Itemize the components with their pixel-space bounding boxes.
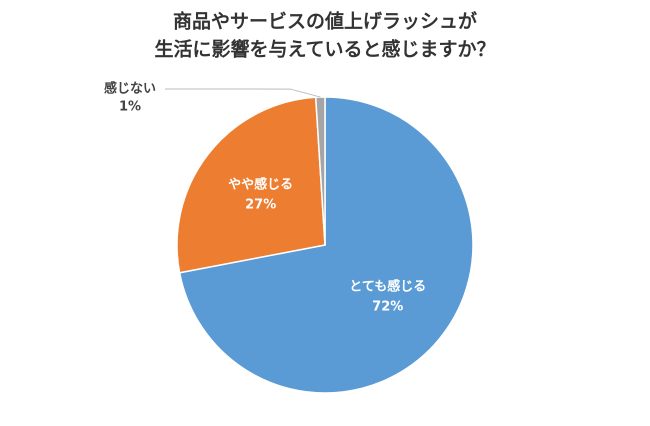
pie-slice <box>176 96 326 274</box>
slice-value: 72% <box>372 299 403 314</box>
leader-line <box>164 88 321 98</box>
slice-value: 27% <box>245 198 276 213</box>
chart-title: 生活に影響を与えていると感じますか？ <box>154 38 495 61</box>
pie-slice <box>178 96 474 394</box>
slice-label: やや感じる <box>228 177 293 193</box>
slice-label: 感じない <box>104 81 156 97</box>
slice-label: とても感じる <box>349 278 426 294</box>
slice-value: 1% <box>119 100 141 115</box>
chart-title: 商品やサービスの値上げラッシュが <box>173 10 477 33</box>
